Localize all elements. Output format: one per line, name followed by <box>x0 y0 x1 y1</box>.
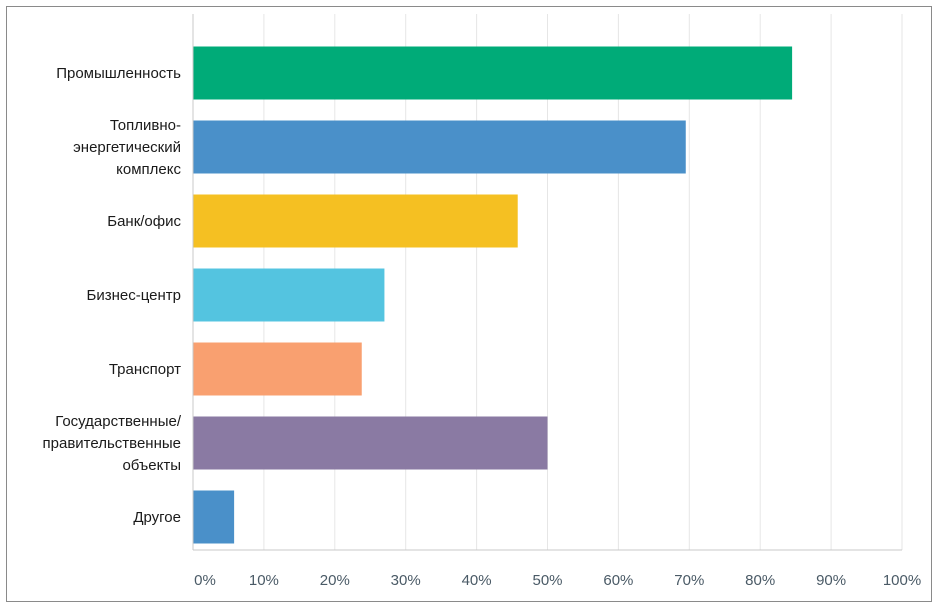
category-label: Государственные/правительственные объекты <box>43 413 182 474</box>
category-label-line: комплекс <box>116 161 181 178</box>
category-label-line: объекты <box>122 457 181 474</box>
bar <box>193 490 235 544</box>
category-label: Промышленность <box>56 65 181 82</box>
x-tick-label: 40% <box>462 572 492 589</box>
x-tick-label: 50% <box>532 572 562 589</box>
x-tick-label: 100% <box>883 572 921 589</box>
x-tick-label: 90% <box>816 572 846 589</box>
x-tick-label: 30% <box>391 572 421 589</box>
bar <box>193 46 793 100</box>
chart-frame <box>6 6 932 602</box>
bar <box>193 342 362 396</box>
category-label-line: Транспорт <box>109 361 181 378</box>
x-tick-label: 0% <box>194 572 216 589</box>
category-label: Топливно-энергетический комплекс <box>73 117 181 178</box>
x-tick-label: 10% <box>249 572 279 589</box>
category-label-line: Промышленность <box>56 65 181 82</box>
category-label-line: Банк/офис <box>107 213 181 230</box>
category-labels: Промышленность Топливно-энергетический ком… <box>43 65 182 526</box>
category-label: Транспорт <box>109 361 181 378</box>
x-tick-label: 60% <box>603 572 633 589</box>
bar <box>193 268 385 322</box>
category-label: Банк/офис <box>107 213 181 230</box>
x-tick-label: 20% <box>320 572 350 589</box>
bar <box>193 120 686 174</box>
category-label: Бизнес-центр <box>87 287 181 304</box>
x-tick-label: 80% <box>745 572 775 589</box>
bar <box>193 194 518 248</box>
category-label-line: правительственные <box>43 435 181 452</box>
x-tick-label: 70% <box>674 572 704 589</box>
category-label-line: энергетический <box>73 139 181 156</box>
category-label-line: Другое <box>133 509 181 526</box>
category-label: Другое <box>133 509 181 526</box>
bars <box>193 46 793 544</box>
x-tick-labels: 0% 10% 20% 30% 40% 50% 60% 70% 80% 90% 100% <box>194 572 921 589</box>
bar <box>193 416 548 470</box>
category-label-line: Государственные/ <box>55 413 182 430</box>
category-label-line: Бизнес-центр <box>87 287 181 304</box>
category-label-line: Топливно- <box>110 117 181 134</box>
